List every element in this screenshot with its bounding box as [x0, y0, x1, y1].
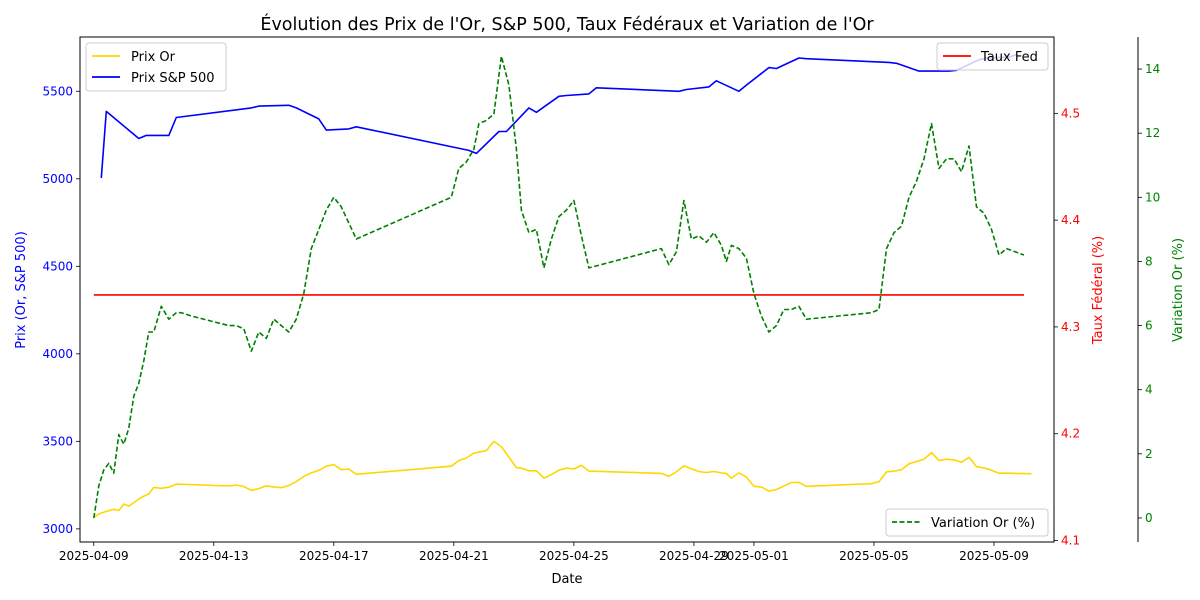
y-right2-tick-label: 0	[1145, 511, 1153, 525]
y-left-tick-label: 5500	[42, 84, 73, 98]
legend-fed-box	[936, 42, 1049, 71]
legend-sp500-label: Prix S&P 500	[131, 71, 215, 86]
y-right2-tick-label: 10	[1145, 190, 1160, 204]
y-right2-tick-label: 6	[1145, 319, 1153, 333]
y-left-tick-label: 3500	[42, 434, 73, 448]
x-tick-label: 2025-04-29	[659, 549, 729, 563]
legend-fed-label: Taux Fed	[980, 50, 1038, 65]
y-right1-tick-label: 4.2	[1061, 427, 1080, 441]
x-tick-label: 2025-04-25	[539, 549, 609, 563]
plot-area	[93, 53, 1032, 519]
series-line-sp500-price	[100, 53, 1017, 178]
legend-right1: Taux Fed	[936, 42, 1049, 71]
legend-gold-label: Prix Or	[131, 50, 176, 65]
y-right2-tick-label: 12	[1145, 126, 1160, 140]
x-tick-label: 2025-04-21	[419, 549, 489, 563]
y-right1-tick-label: 4.3	[1061, 320, 1080, 334]
y-axis-left: 3000 3500 4000 4500 5000 5500	[42, 84, 80, 536]
series-line-gold-variation	[93, 55, 1025, 519]
legend-variation-label: Variation Or (%)	[931, 516, 1035, 531]
chart-title: Évolution des Prix de l'Or, S&P 500, Tau…	[260, 13, 874, 35]
series-line-gold-price	[93, 440, 1032, 519]
y-right2-tick-label: 2	[1145, 447, 1153, 461]
y-right1-tick-label: 4.4	[1061, 213, 1080, 227]
legend-left-box	[85, 42, 227, 92]
y-axis-right1-label: Taux Fédéral (%)	[1091, 236, 1106, 345]
y-left-tick-label: 4000	[42, 347, 73, 361]
plot-frame	[79, 36, 1055, 543]
y-right2-tick-label: 4	[1145, 383, 1153, 397]
y-axis-right2: 0 2 4 6 8 10 12 14	[1137, 37, 1160, 542]
x-tick-label: 2025-04-09	[59, 549, 129, 563]
x-axis-label: Date	[551, 572, 582, 587]
legend-variation-box	[885, 508, 1049, 537]
y-axis-right2-label: Variation Or (%)	[1171, 238, 1186, 342]
y-left-tick-label: 5000	[42, 172, 73, 186]
x-tick-label: 2025-04-17	[299, 549, 369, 563]
legend-right2: Variation Or (%)	[885, 508, 1049, 537]
y-left-tick-label: 4500	[42, 259, 73, 273]
x-tick-label: 2025-04-13	[179, 549, 249, 563]
x-axis: 2025-04-09 2025-04-13 2025-04-17 2025-04-21…	[59, 542, 1029, 563]
y-right1-tick-label: 4.1	[1061, 534, 1080, 548]
x-tick-label: 2025-05-01	[719, 549, 789, 563]
y-right2-tick-label: 14	[1145, 62, 1160, 76]
x-tick-label: 2025-05-05	[839, 549, 909, 563]
x-tick-label: 2025-05-09	[959, 549, 1029, 563]
y-right2-tick-label: 8	[1145, 254, 1153, 268]
y-axis-left-label: Prix (Or, S&P 500)	[14, 231, 29, 349]
y-right1-tick-label: 4.5	[1061, 106, 1080, 120]
y-axis-right1: 4.1 4.2 4.3 4.4 4.5	[1054, 106, 1080, 548]
y-left-tick-label: 3000	[42, 522, 73, 536]
legend-left: Prix Or Prix S&P 500	[85, 42, 227, 92]
